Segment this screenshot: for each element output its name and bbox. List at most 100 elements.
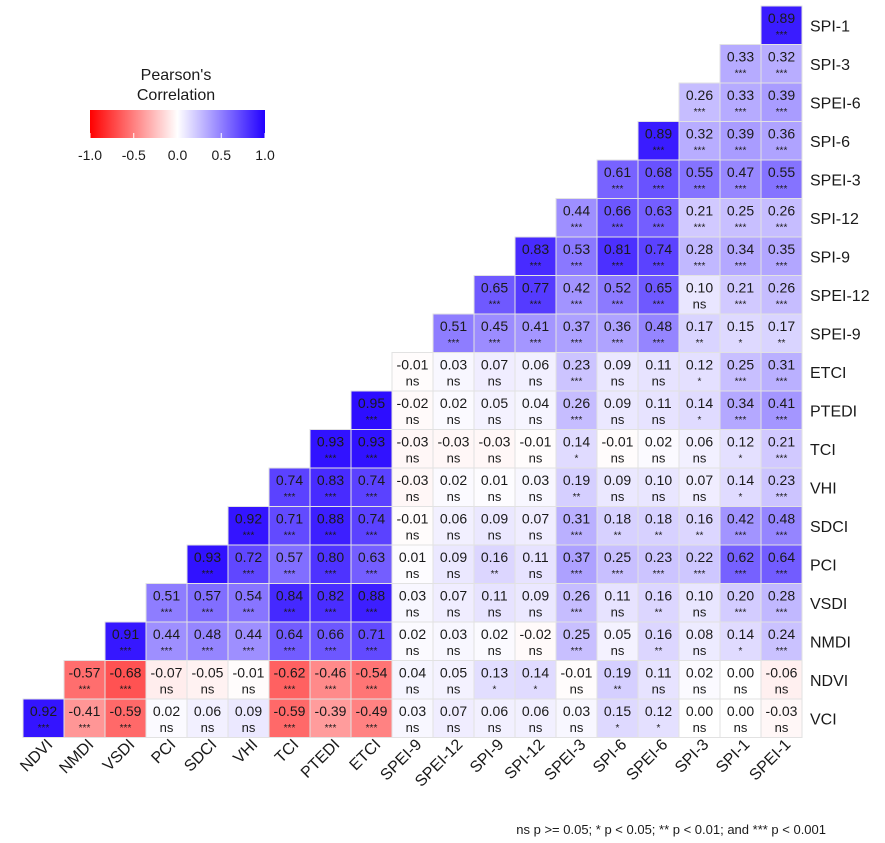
cell-rect xyxy=(637,352,680,392)
cell-rect xyxy=(227,660,270,700)
cell-value: -0.41 xyxy=(69,703,101,719)
cell-rect xyxy=(514,236,557,276)
heatmap-cell: 0.20 *** xyxy=(719,583,762,623)
heatmap-cell: -0.54 *** xyxy=(350,660,393,700)
cell-significance: *** xyxy=(571,531,583,542)
cell-value: 0.55 xyxy=(768,164,795,180)
cell-significance: *** xyxy=(776,30,788,41)
cell-value: 0.42 xyxy=(563,280,590,296)
heatmap-cell: 0.13 * xyxy=(473,660,516,700)
cell-value: 0.01 xyxy=(399,549,426,565)
heatmap-cell: 0.55 *** xyxy=(678,159,721,199)
cell-value: 0.07 xyxy=(481,357,508,373)
cell-significance: ns xyxy=(693,451,707,466)
cell-value: 0.64 xyxy=(768,549,795,565)
cell-value: 0.62 xyxy=(727,549,754,565)
cell-value: 0.74 xyxy=(358,511,385,527)
heatmap-cell: 0.15 * xyxy=(596,698,639,738)
cell-rect xyxy=(268,660,311,700)
significance-note: ns p >= 0.05; * p < 0.05; ** p < 0.01; a… xyxy=(516,822,826,837)
cell-significance: *** xyxy=(571,569,583,580)
cell-value: 0.89 xyxy=(645,126,672,142)
cell-significance: ns xyxy=(406,489,420,504)
cell-rect xyxy=(678,121,721,161)
cell-value: 0.71 xyxy=(276,511,303,527)
cell-significance: *** xyxy=(694,184,706,195)
cell-rect xyxy=(760,236,803,276)
cell-value: 0.02 xyxy=(440,395,467,411)
cell-value: 0.03 xyxy=(399,588,426,604)
heatmap-cell: 0.34 *** xyxy=(719,236,762,276)
heatmap-cell: 0.19 ** xyxy=(555,467,598,507)
cell-significance: ns xyxy=(447,374,461,389)
heatmap-cell: 0.37 *** xyxy=(555,313,598,353)
heatmap-cell: -0.59 *** xyxy=(268,698,311,738)
cell-value: 0.00 xyxy=(727,703,754,719)
cell-value: 0.10 xyxy=(686,280,713,296)
cell-significance: ns xyxy=(652,451,666,466)
cell-value: 0.26 xyxy=(768,203,795,219)
cell-significance: *** xyxy=(571,223,583,234)
cell-rect xyxy=(760,390,803,430)
cell-significance: *** xyxy=(735,69,747,80)
cell-significance: ns xyxy=(611,451,625,466)
heatmap-cell: 0.48 *** xyxy=(186,621,229,661)
cell-significance: *** xyxy=(366,646,378,657)
cell-value: 0.51 xyxy=(440,318,467,334)
cell-significance: ns xyxy=(447,528,461,543)
cell-significance: ** xyxy=(655,531,663,542)
cell-value: 0.39 xyxy=(768,87,795,103)
cell-value: -0.05 xyxy=(192,665,224,681)
cell-value: 0.02 xyxy=(686,665,713,681)
heatmap-cell: -0.46 *** xyxy=(309,660,352,700)
cell-rect xyxy=(719,198,762,238)
cell-value: 0.42 xyxy=(727,511,754,527)
column-label: NMDI xyxy=(56,736,97,777)
cell-value: -0.02 xyxy=(397,395,429,411)
heatmap-cell: 0.23 *** xyxy=(760,467,803,507)
cell-value: 0.01 xyxy=(481,472,508,488)
cell-value: 0.92 xyxy=(235,511,262,527)
heatmap-cell: 0.16 ** xyxy=(637,583,680,623)
cell-rect xyxy=(268,698,311,738)
cell-value: 0.03 xyxy=(440,357,467,373)
cell-value: 0.91 xyxy=(112,626,139,642)
legend-tick-label: 0.0 xyxy=(168,147,188,163)
heatmap-cell: 0.66 *** xyxy=(309,621,352,661)
cell-significance: *** xyxy=(325,608,337,619)
cell-value: 0.84 xyxy=(276,588,303,604)
cell-value: 0.34 xyxy=(727,395,754,411)
cell-significance: ** xyxy=(655,646,663,657)
cell-rect xyxy=(309,467,352,507)
column-label: SPEI-3 xyxy=(541,736,589,784)
heatmap-cell: 0.33 *** xyxy=(719,44,762,84)
row-label: SPI-9 xyxy=(810,249,850,266)
heatmap-cell: 0.74 *** xyxy=(350,467,393,507)
heatmap-cell: 0.62 *** xyxy=(719,544,762,584)
cell-rect xyxy=(309,660,352,700)
heatmap-cell: 0.12 * xyxy=(719,429,762,469)
cell-value: 0.06 xyxy=(522,357,549,373)
cell-significance: *** xyxy=(284,723,296,734)
cell-value: 0.65 xyxy=(645,280,672,296)
cell-value: 0.95 xyxy=(358,395,385,411)
cell-significance: *** xyxy=(530,300,542,311)
cell-significance: *** xyxy=(776,646,788,657)
heatmap-cell: 0.65 *** xyxy=(473,275,516,315)
cell-value: 0.12 xyxy=(727,434,754,450)
cell-value: 0.10 xyxy=(686,588,713,604)
cell-rect xyxy=(555,275,598,315)
heatmap-cell: 0.26 *** xyxy=(760,198,803,238)
cell-value: 0.47 xyxy=(727,164,754,180)
cell-significance: *** xyxy=(612,223,624,234)
cell-value: 0.16 xyxy=(645,588,672,604)
cell-rect xyxy=(309,544,352,584)
cell-value: 0.64 xyxy=(276,626,303,642)
cell-value: 0.16 xyxy=(686,511,713,527)
